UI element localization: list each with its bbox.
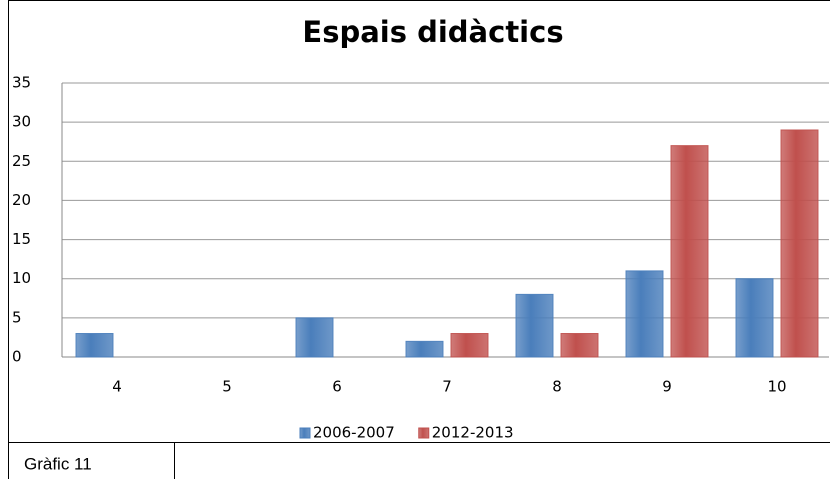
bar: [405, 340, 444, 358]
legend-swatch: [418, 427, 430, 439]
y-tick-label: 35: [12, 74, 31, 92]
x-tick-label: 8: [552, 378, 562, 396]
y-tick-label: 10: [12, 269, 31, 287]
y-tick-label: 20: [12, 191, 31, 209]
caption: Gràfic 11: [24, 454, 92, 473]
chart-title: Espais didàctics: [302, 15, 563, 49]
y-tick-label: 15: [12, 230, 31, 248]
legend-label: 2006-2007: [313, 424, 395, 442]
bar: [780, 129, 819, 358]
legend-label: 2012-2013: [432, 424, 514, 442]
bar: [625, 270, 664, 358]
bar: [560, 333, 599, 358]
bar: [75, 333, 114, 358]
bar: [295, 317, 334, 358]
x-tick-label: 5: [222, 378, 232, 396]
x-tick-label: 10: [767, 378, 786, 396]
x-tick-label: 4: [112, 378, 122, 396]
y-tick-label: 5: [12, 308, 22, 326]
bar: [450, 333, 489, 358]
y-tick-label: 30: [12, 113, 31, 131]
x-tick-label: 6: [332, 378, 342, 396]
y-tick-label: 25: [12, 152, 31, 170]
bar: [735, 278, 774, 358]
bar: [515, 293, 554, 358]
legend-swatch: [299, 427, 311, 439]
y-tick-label: 0: [12, 348, 22, 366]
bar: [670, 145, 709, 358]
x-tick-label: 7: [442, 378, 452, 396]
caption-box: [8, 442, 175, 479]
x-tick-label: 9: [662, 378, 672, 396]
